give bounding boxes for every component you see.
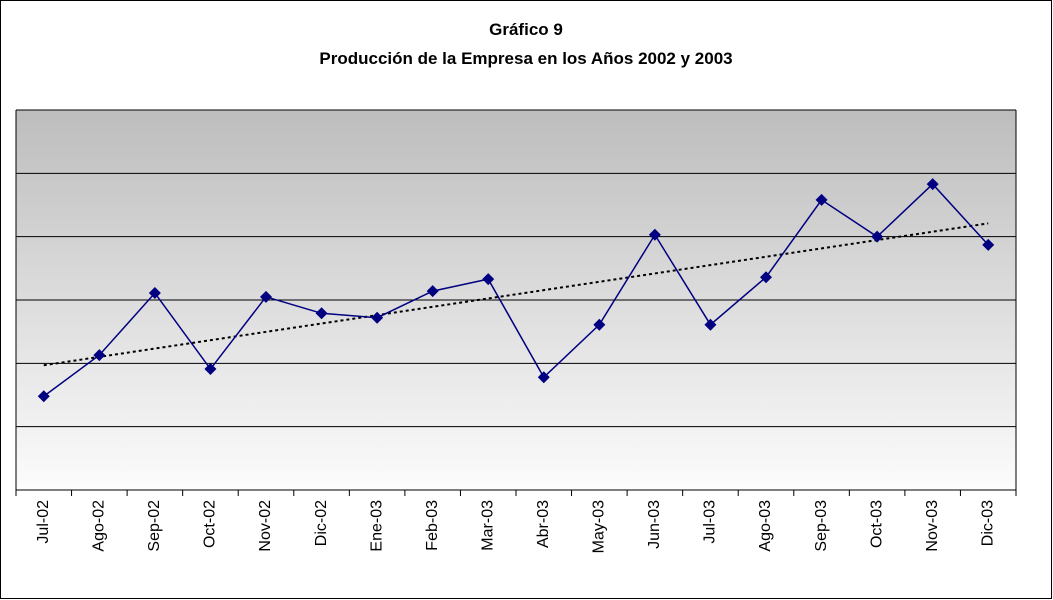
x-tick-label: Sep-03: [813, 500, 830, 552]
x-tick-label: Jun-03: [646, 500, 663, 549]
marker: [482, 273, 495, 286]
x-tick-label: Mar-03: [479, 500, 496, 551]
chart-title: Gráfico 9: [489, 20, 563, 39]
marker: [982, 238, 995, 251]
x-tick-label: Sep-02: [146, 500, 163, 552]
marker: [593, 318, 606, 331]
marker: [37, 390, 50, 403]
chart-subtitle: Producción de la Empresa en los Años 200…: [319, 49, 732, 68]
marker: [871, 230, 884, 243]
x-tick-label: Oct-03: [868, 500, 885, 548]
series-line: [43, 183, 989, 397]
x-tick-label: Ago-02: [91, 500, 108, 552]
x-tick-label: May-03: [591, 500, 608, 553]
marker: [426, 285, 439, 298]
x-tick-label: Oct-02: [202, 500, 219, 548]
marker: [815, 193, 828, 206]
x-tick-label: Jul-02: [35, 500, 52, 544]
x-tick-label: Feb-03: [424, 500, 441, 551]
marker: [704, 318, 717, 331]
marker: [204, 363, 217, 376]
marker: [260, 290, 272, 303]
marker: [148, 287, 161, 300]
marker: [648, 228, 661, 241]
marker: [760, 271, 772, 284]
marker: [537, 371, 550, 384]
x-tick-label: Jul-03: [702, 500, 719, 544]
x-tick-label: Abr-03: [535, 500, 552, 548]
marker: [93, 349, 106, 362]
marker: [371, 311, 384, 324]
marker: [315, 307, 328, 320]
x-tick-label: Dic-03: [979, 500, 996, 546]
x-tick-label: Ene-03: [368, 500, 385, 552]
x-tick-label: Nov-03: [924, 500, 941, 552]
x-tick-label: Ago-03: [757, 500, 774, 552]
x-tick-label: Dic-02: [313, 500, 330, 546]
x-tick-label: Nov-02: [257, 500, 274, 552]
marker: [926, 178, 939, 191]
